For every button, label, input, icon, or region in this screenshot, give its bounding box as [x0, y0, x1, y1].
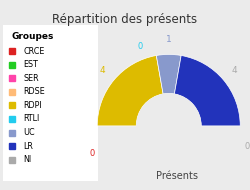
- Text: Présents: Présents: [156, 171, 198, 181]
- Text: EST: EST: [24, 60, 38, 69]
- Text: RDSE: RDSE: [24, 87, 45, 96]
- Text: 4: 4: [100, 66, 105, 75]
- Text: UC: UC: [24, 128, 35, 137]
- Text: CRCE: CRCE: [24, 47, 45, 56]
- Text: 0: 0: [137, 42, 142, 51]
- Wedge shape: [174, 55, 240, 126]
- Text: 0: 0: [244, 142, 250, 151]
- Wedge shape: [156, 54, 181, 94]
- Text: RDPI: RDPI: [24, 101, 42, 110]
- Text: NI: NI: [24, 155, 32, 164]
- Text: RTLI: RTLI: [24, 114, 40, 124]
- Text: SER: SER: [24, 74, 39, 83]
- Text: 4: 4: [232, 66, 237, 75]
- Text: LR: LR: [24, 142, 33, 150]
- FancyBboxPatch shape: [0, 17, 102, 188]
- Text: Groupes: Groupes: [12, 32, 54, 41]
- Text: Répartition des présents: Répartition des présents: [52, 13, 198, 26]
- Wedge shape: [97, 55, 163, 126]
- Text: 0: 0: [90, 149, 95, 158]
- Text: 1: 1: [166, 35, 172, 44]
- Circle shape: [136, 93, 201, 158]
